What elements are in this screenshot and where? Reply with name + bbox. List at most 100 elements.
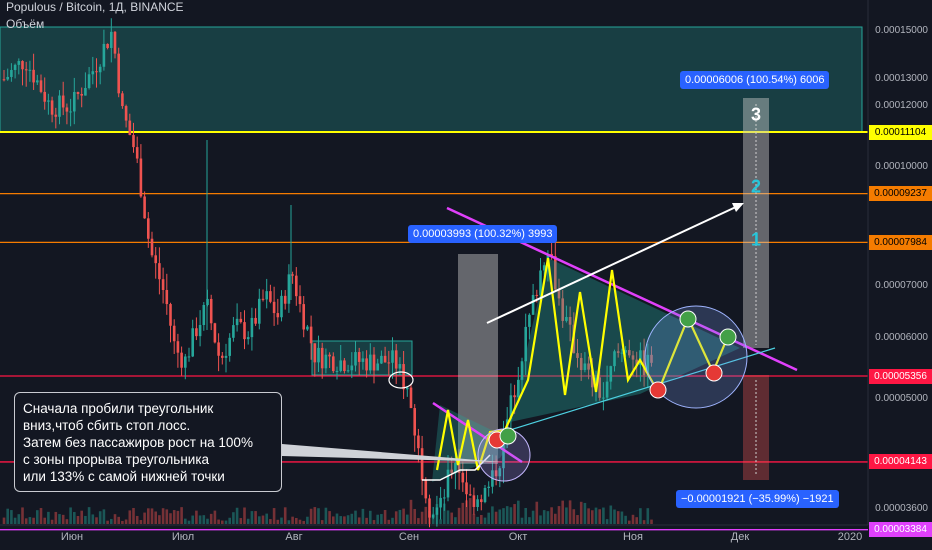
volume-bar [476,516,479,524]
candle-body [598,377,601,398]
pivot-marker [499,427,517,445]
candle-body [635,359,638,365]
candle-body [276,313,280,318]
volume-bar [246,518,250,524]
candle-body [402,364,405,390]
volume-bar [598,509,601,524]
volume-bar [450,512,453,524]
candle-body [431,514,435,518]
candle-body [291,274,294,276]
volume-bar [487,512,490,524]
volume-bar [369,510,372,524]
candle-body [309,326,313,344]
candle-body [587,363,590,370]
volume-bar [639,508,642,524]
volume-bar [631,514,635,524]
volume-bar [121,520,124,524]
candle-body [209,298,213,324]
volume-bar [32,517,35,524]
highlight-circle-large [644,305,748,409]
time-tick-label: Ноя [622,531,644,543]
candle-body [339,360,342,371]
volume-bar [135,515,139,524]
candle-body [269,291,272,302]
candle-body [406,387,409,390]
candle-body [391,350,394,363]
candle-body [542,265,546,271]
candle-body [517,379,520,398]
candle-body [568,317,572,325]
volume-bar [28,517,32,524]
candle-body [579,357,583,371]
volume-bar [579,501,583,524]
volume-bar [494,511,498,524]
candle-body [642,350,646,376]
candle-body [609,366,613,382]
volume-bar [539,515,542,524]
candle-body [50,100,54,115]
candle-body [332,356,335,372]
candle-body [535,294,539,296]
candle-body [443,497,446,499]
volume-bar [583,502,587,524]
candle-body [232,325,235,338]
pivot-marker [649,381,667,399]
candle-body [43,91,46,102]
volume-bar [350,513,354,524]
candle-body [509,395,513,420]
candle-body [346,370,350,372]
volume-bar [531,510,535,524]
candle-body [328,354,331,357]
candle-body [213,323,217,343]
candle-body [228,337,231,356]
candle-body [520,361,524,380]
forecast-arrow [486,205,739,324]
volume-bar [161,508,165,524]
target-2-label: 2 [750,176,762,197]
volume-bar [191,515,194,524]
volume-bar [36,510,39,524]
candle-body [480,499,483,503]
candle-body [17,61,21,65]
candle-body [383,355,387,363]
candle-body [24,69,28,71]
annotation-callout[interactable]: Сначала пробили треугольник вниз,чтоб сб… [14,392,282,492]
candle-body [450,469,453,473]
candle-body [354,352,357,366]
volume-bar [243,507,246,524]
volume-bar [439,519,442,524]
volume-bar [50,519,54,524]
candle-body [91,71,95,75]
candle-body [639,350,642,365]
volume-bar [17,514,21,524]
price-level-tag: 0.00011104 [869,124,932,140]
candle-body [320,347,324,369]
volume-bar [54,511,58,524]
time-tick-label: Авг [285,531,303,543]
volume-bar [61,514,65,524]
price-tick-label: 0.00006000 [875,332,928,343]
volume-bar [254,511,257,524]
candle-body [84,88,87,96]
candle-body [387,362,391,364]
candle-body [465,482,468,495]
candle-body [417,435,420,449]
candle-body [365,358,368,371]
volume-bar [454,517,457,524]
volume-bar [180,507,183,524]
candle-body [298,296,302,305]
candle-body [424,480,428,499]
pivot-marker [719,328,737,346]
candle-body [6,76,9,80]
volume-bar [128,510,132,524]
volume-bar [557,506,561,524]
volume-bar [546,511,550,524]
volume-bar [235,507,239,524]
candle-body [198,324,202,337]
volume-bar [295,517,298,524]
candle-body [128,120,132,136]
volume-bar [535,501,539,524]
volume-bar [517,500,520,524]
candle-body [620,352,624,354]
candle-body [280,295,283,318]
